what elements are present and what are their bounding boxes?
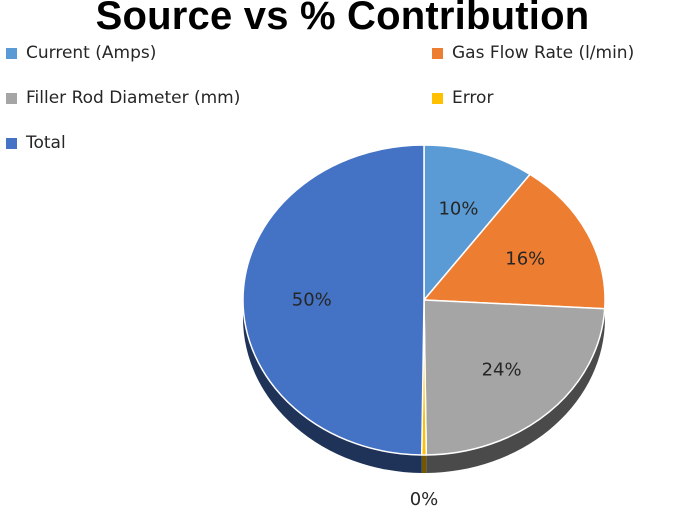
legend-swatch-gas-flow [432,47,443,59]
legend-swatch-error [432,92,443,104]
legend-label-total: Total [26,133,66,153]
pie-slice-total [242,144,425,456]
pie-side-total [243,300,422,473]
pie-slice-filler-rod [423,299,606,456]
chart-title: Source vs % Contribution [95,0,590,38]
legend-swatch-current [6,47,17,59]
pie-side-error [421,454,427,473]
data-label-gas-flow: 16% [505,249,545,270]
legend-label-gas-flow: Gas Flow Rate (l/min) [452,43,635,63]
pie-side-filler-rod [426,308,605,473]
data-label-filler-rod: 24% [482,359,522,380]
legend-item-total: Total [6,132,66,154]
data-label-error: 0% [410,489,439,510]
legend-swatch-filler-rod [6,92,17,104]
pie-slice-gas-flow [423,173,606,310]
legend-swatch-total [6,137,17,149]
data-label-current: 10% [438,199,478,220]
legend-label-filler-rod: Filler Rod Diameter (mm) [26,88,241,108]
pie-slice-current [423,144,531,301]
legend-label-error: Error [452,88,494,108]
legend-item-current: Current (Amps) [6,42,156,64]
legend-label-current: Current (Amps) [26,43,157,63]
legend-item-error: Error [432,87,493,109]
data-label-total: 50% [292,289,332,310]
legend-item-filler-rod: Filler Rod Diameter (mm) [6,87,240,109]
legend-item-gas-flow: Gas Flow Rate (l/min) [432,42,634,64]
